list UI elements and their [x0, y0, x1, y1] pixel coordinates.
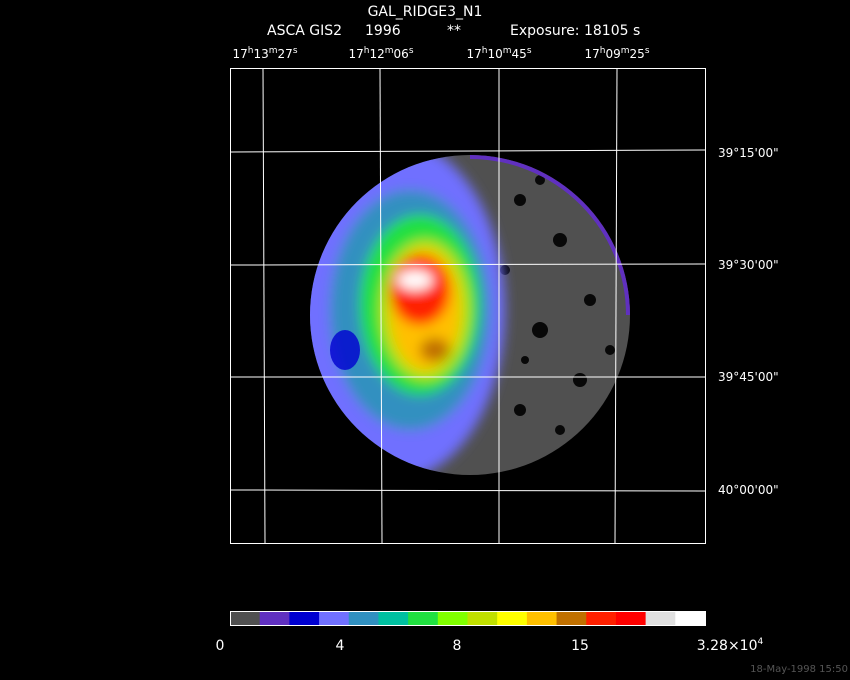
ra-label: 17h13m27s — [232, 46, 297, 61]
ra-unit: m — [621, 46, 630, 56]
colorbar-swatch — [467, 611, 498, 625]
ra-value: 10 — [487, 47, 502, 61]
colorbar-swatch — [615, 611, 647, 625]
ra-unit: h — [248, 46, 254, 56]
ra-value: 17 — [348, 47, 363, 61]
ra-value: 06 — [394, 47, 409, 61]
ra-value: 12 — [369, 47, 384, 61]
ra-value: 17 — [584, 47, 599, 61]
colorbar-swatch — [497, 611, 528, 625]
max-mantissa: 3.28×10 — [697, 638, 758, 654]
ra-value: 17 — [232, 47, 247, 61]
colorbar-swatch — [586, 611, 617, 625]
ra-unit: m — [385, 46, 394, 56]
ra-value: 45 — [512, 47, 527, 61]
colorbar-label: 8 — [453, 638, 462, 654]
colorbar-label: 4 — [336, 638, 345, 654]
xray-image — [310, 155, 630, 475]
dec-label: 39°15'00" — [718, 146, 779, 160]
colorbar-swatch — [675, 611, 706, 625]
ra-unit: h — [600, 46, 606, 56]
exposure: Exposure: 18105 s — [510, 23, 640, 39]
ra-unit: s — [645, 46, 650, 56]
colorbar-label: 0 — [216, 638, 225, 654]
title: GAL_RIDGE3_N1 — [368, 4, 483, 20]
colorbar-swatch — [556, 611, 587, 625]
ra-unit: m — [269, 46, 278, 56]
colorbar-swatch — [437, 611, 468, 625]
colorbar-label: 15 — [571, 638, 589, 654]
ra-value: 17 — [466, 47, 481, 61]
instrument: ASCA GIS2 — [267, 23, 342, 39]
colorbar-frame — [230, 611, 706, 626]
ra-label: 17h10m45s — [466, 46, 531, 61]
frame — [230, 68, 706, 544]
colorbar-swatch — [645, 611, 676, 625]
coordinate-grid — [229, 67, 706, 544]
ra-unit: h — [364, 46, 370, 56]
ra-unit: s — [293, 46, 298, 56]
colorbar-swatch — [230, 611, 261, 625]
ra-value: 09 — [605, 47, 620, 61]
ra-value: 25 — [630, 47, 645, 61]
dec-label: 40°00'00" — [718, 483, 779, 497]
ra-value: 13 — [253, 47, 268, 61]
ra-unit: s — [527, 46, 532, 56]
colorbar-max: 3.28×104 — [697, 637, 764, 654]
colorbar-swatch — [319, 611, 350, 625]
flag: ** — [447, 23, 461, 39]
colorbar-swatch — [259, 611, 290, 625]
colorbar-swatch — [526, 611, 558, 625]
ra-label: 17h12m06s — [348, 46, 413, 61]
ra-unit: m — [503, 46, 512, 56]
ra-label: 17h09m25s — [584, 46, 649, 61]
colorbar-swatch — [289, 611, 320, 625]
year: 1996 — [365, 23, 401, 39]
dec-label: 39°45'00" — [718, 370, 779, 384]
colorbar-swatch — [378, 611, 409, 625]
colorbar-swatch — [348, 611, 379, 625]
max-exponent: 4 — [757, 637, 763, 647]
dec-label: 39°30'00" — [718, 258, 779, 272]
ra-value: 27 — [278, 47, 293, 61]
timestamp: 18-May-1998 15:50 — [750, 664, 848, 675]
ra-unit: s — [409, 46, 414, 56]
ra-unit: h — [482, 46, 488, 56]
colorbar-swatch — [408, 611, 439, 625]
